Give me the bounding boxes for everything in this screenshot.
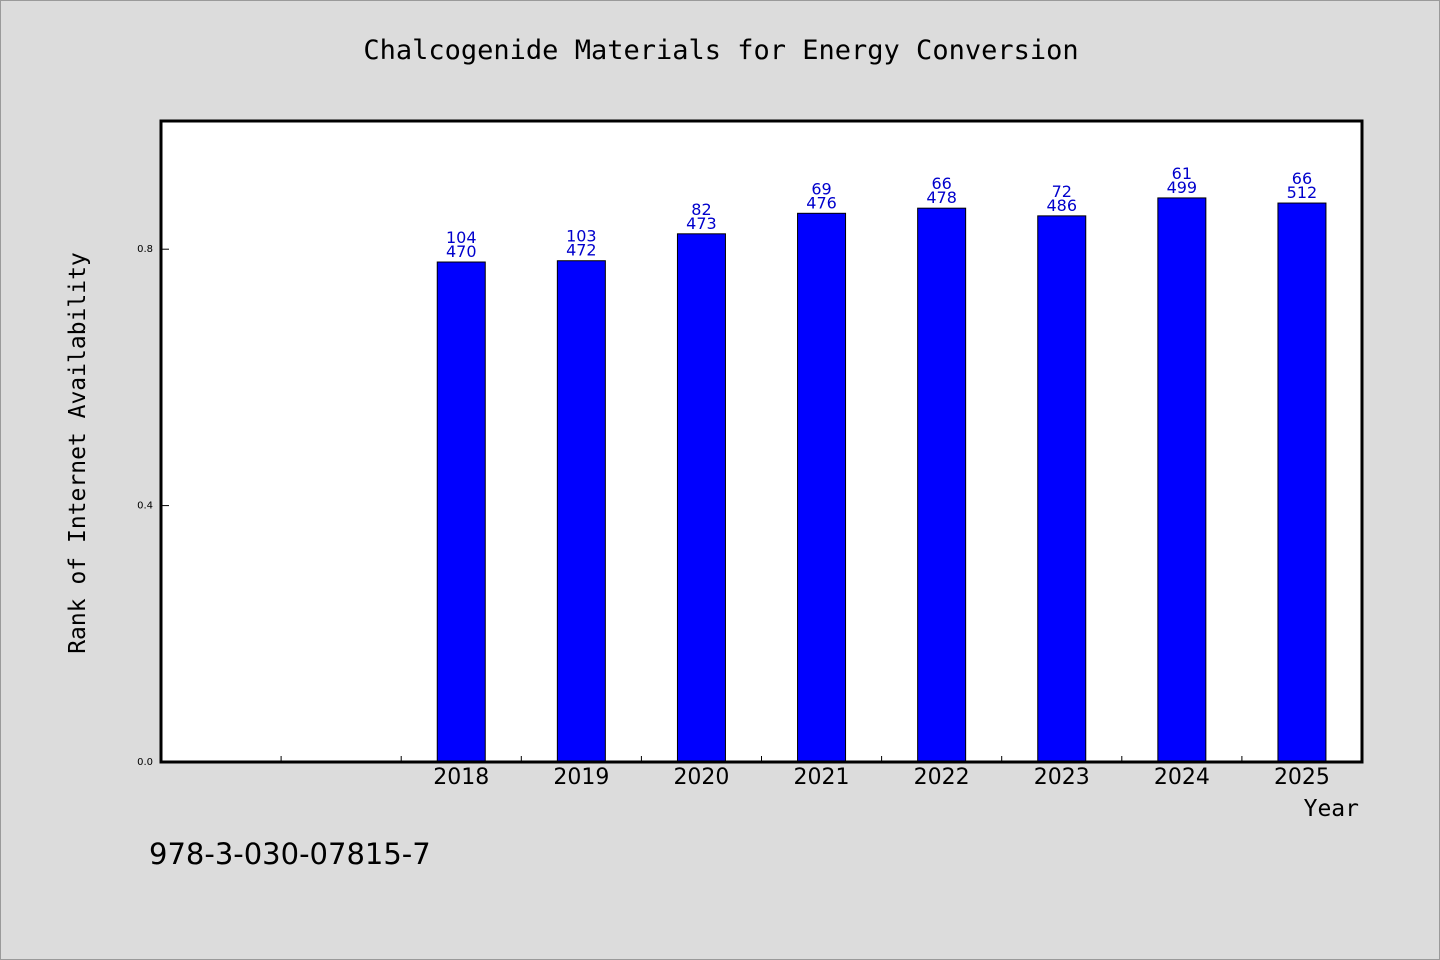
bar — [556, 260, 606, 763]
data-label-bottom: 472 — [566, 241, 597, 260]
data-label-bottom: 512 — [1287, 183, 1318, 202]
data-label-top: 72 — [1052, 182, 1072, 201]
x-tick-label: 2024 — [1154, 765, 1210, 790]
data-label-top: 66 — [1292, 169, 1312, 188]
y-tick-label: 0.8 — [137, 244, 153, 255]
x-tick-label: 2022 — [914, 765, 970, 790]
x-tick-label: 2019 — [553, 765, 609, 790]
footer-identifier: 978-3-030-07815-7 — [149, 837, 431, 871]
data-label-bottom: 470 — [446, 242, 477, 261]
data-label-top: 66 — [931, 174, 951, 193]
x-tick-label: 2020 — [673, 765, 729, 790]
data-label-bottom: 473 — [686, 214, 717, 233]
bar — [797, 212, 847, 763]
y-tick-label: 0.4 — [137, 501, 153, 512]
chart-title: Chalcogenide Materials for Energy Conver… — [363, 35, 1079, 66]
data-label-top: 104 — [446, 228, 477, 247]
y-tick-label: 0.0 — [137, 757, 153, 768]
data-label-top: 61 — [1172, 164, 1192, 183]
bar — [1157, 197, 1207, 763]
data-label-bottom: 486 — [1046, 196, 1077, 215]
bar — [1037, 215, 1087, 763]
bar — [436, 261, 486, 763]
x-tick-label: 2023 — [1034, 765, 1090, 790]
bar — [917, 207, 967, 763]
x-tick-label: 2025 — [1274, 765, 1330, 790]
data-label-top: 82 — [691, 200, 711, 219]
data-label-top: 103 — [566, 227, 597, 246]
plot-frame — [159, 119, 1364, 764]
bar — [1277, 202, 1327, 763]
data-label-top: 69 — [811, 179, 831, 198]
x-tick-label: 2018 — [433, 765, 489, 790]
data-label-bottom: 476 — [806, 193, 837, 212]
x-axis-label: Year — [1303, 796, 1359, 822]
data-label-bottom: 499 — [1167, 178, 1198, 197]
bar — [676, 233, 726, 763]
x-tick-label: 2021 — [794, 765, 850, 790]
data-label-bottom: 478 — [926, 188, 957, 207]
